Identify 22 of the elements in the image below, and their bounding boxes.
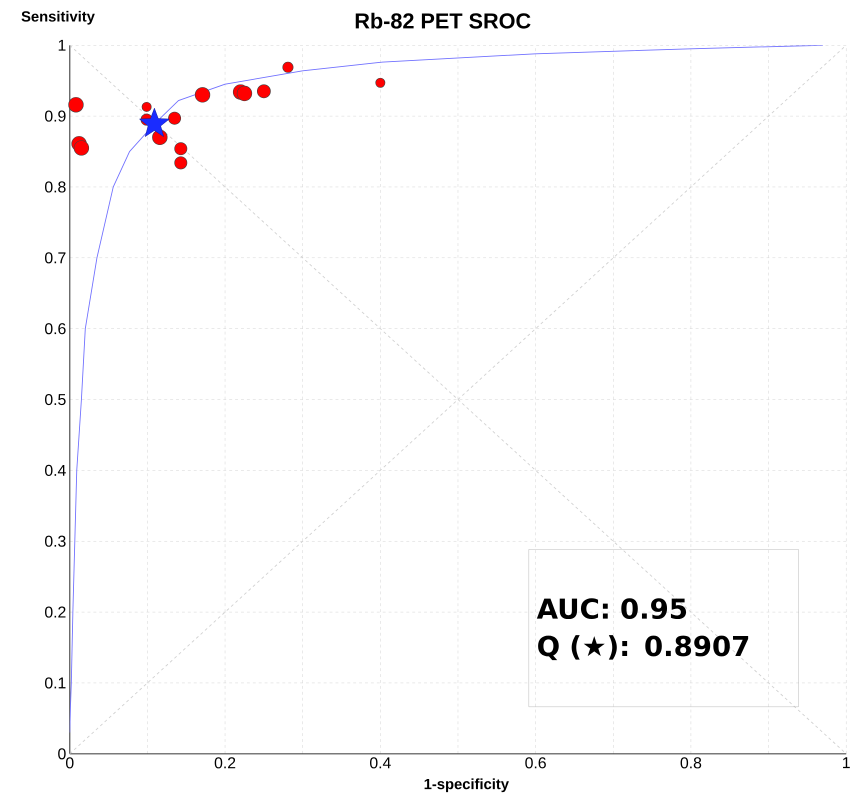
y-tick-label: 0.1 [45,677,66,688]
chart-title: Rb-82 PET SROC [356,12,531,29]
y-tick-label: 0.5 [45,394,66,406]
annotation: AUC: 0.95 [536,598,686,619]
y-tick-label: 0.4 [45,464,66,476]
x-axis-title: 1-specificity [424,778,509,792]
x-tick-label: 0.8 [680,757,702,768]
y-tick-label: 0.8 [45,181,66,192]
y-tick-label: 0.3 [45,536,66,547]
x-tick-label: 0.2 [214,757,236,768]
y-tick-label: 1 [58,40,66,51]
y-tick-label: 0.2 [45,606,66,618]
x-tick-label: 0 [66,757,74,768]
y-tick-label: 0.9 [45,110,66,122]
y-tick-label: 0.7 [45,252,66,264]
y-tick-label: 0.6 [45,323,66,334]
x-tick-label: 1 [843,757,850,768]
y-axis-title: Sensitivity [22,10,95,25]
x-tick-label: 0.6 [525,757,546,768]
annotation: Q (★): 0.8907 [538,635,748,660]
x-tick-label: 0.4 [370,757,391,768]
y-tick-label: 0 [58,748,66,760]
